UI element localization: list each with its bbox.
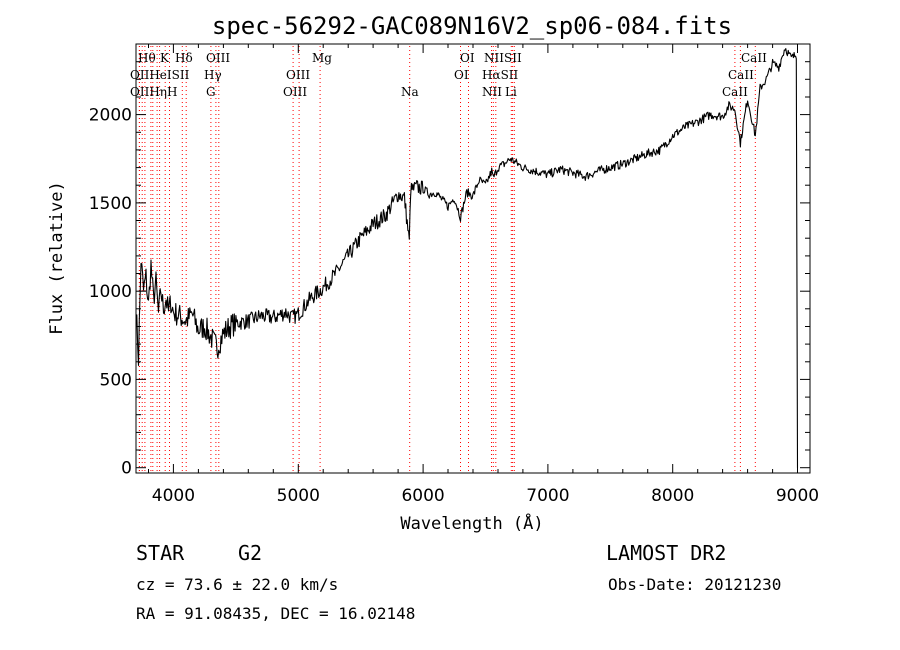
y-tick-label: 1500 [89, 194, 132, 214]
line-label-row2: OIII [286, 68, 310, 82]
x-tick-label: 9000 [776, 486, 819, 506]
object-class: STAR [136, 541, 185, 565]
line-label-row1: Mg [312, 51, 332, 65]
y-tick-label: 2000 [89, 106, 132, 126]
coordinates-text: RA = 91.08435, DEC = 16.02148 [136, 604, 415, 623]
line-label-row2: OI [454, 68, 469, 82]
survey-label: LAMOST DR2 [606, 541, 726, 565]
line-label-row1: Hδ [175, 51, 193, 65]
x-axis-title: Wavelength (Å) [400, 512, 543, 534]
spectrum-series [135, 48, 799, 468]
redshift-text: cz = 73.6 ± 22.0 km/s [136, 575, 338, 594]
line-label-row1: K [160, 51, 170, 65]
line-label-row3: NII [482, 85, 502, 99]
line-markers [138, 46, 756, 471]
line-label-row1: NIISII [484, 51, 522, 65]
chart-title: spec-56292-GAC089N16V2_sp06-084.fits [212, 12, 732, 40]
x-tick-label: 4000 [152, 486, 195, 506]
line-label-row1: Hθ [138, 51, 156, 65]
object-subclass: G2 [238, 541, 262, 565]
line-label-row1: OIII [206, 51, 230, 65]
line-label-row1: CaII [741, 51, 767, 65]
line-label-row3: Li [505, 85, 517, 99]
line-label-row3: Na [401, 85, 419, 99]
x-tick-label: 7000 [526, 486, 569, 506]
line-label-row2: OIIHeISII [130, 68, 190, 82]
line-label-row3: CaII [722, 85, 748, 99]
y-tick-label: 1000 [89, 282, 132, 302]
axes: 4000 5000 6000 7000 8000 9000 0 500 1000 1500 2000 [89, 44, 819, 506]
line-label-row2: CaII [728, 68, 754, 82]
y-tick-label: 500 [100, 370, 132, 390]
plot-frame [135, 43, 811, 474]
line-label-row3: OIII [283, 85, 307, 99]
line-label-row2: HαSII [482, 68, 519, 82]
line-marker-labels: Hθ K Hδ OIII Mg OI NIISII CaII OIIHeISII… [130, 51, 767, 99]
spectrum-line [135, 48, 799, 468]
obs-date-text: Obs-Date: 20121230 [608, 575, 781, 594]
x-tick-label: 5000 [277, 486, 320, 506]
x-tick-label: 8000 [651, 486, 694, 506]
line-label-row3: OIIHηH [130, 85, 177, 99]
y-tick-label: 0 [121, 459, 132, 479]
y-axis-title: Flux (relative) [47, 181, 67, 335]
x-tick-label: 6000 [401, 486, 444, 506]
line-label-row1: OI [460, 51, 475, 65]
line-label-row2: Hγ [204, 68, 222, 82]
line-label-row3: G [206, 85, 216, 99]
